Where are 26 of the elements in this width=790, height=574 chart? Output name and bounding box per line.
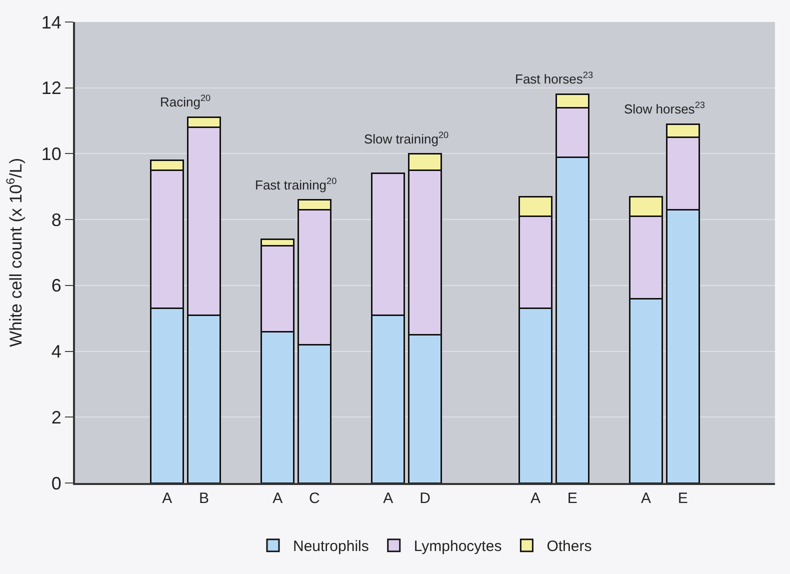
x-tick-label: B bbox=[198, 490, 209, 507]
y-tick-label: 4 bbox=[51, 342, 62, 362]
y-tick-label: 10 bbox=[41, 144, 62, 164]
x-tick-label: A bbox=[641, 490, 652, 507]
y-tick-label: 12 bbox=[41, 78, 62, 98]
x-tick-label: A bbox=[162, 490, 172, 507]
legend-label: Others bbox=[546, 538, 592, 556]
annotation: Slow training$^{20}$ bbox=[364, 130, 449, 146]
x-tick-label: A bbox=[530, 490, 541, 507]
x-tick-label: C bbox=[309, 490, 320, 507]
y-tick-label: 6 bbox=[51, 276, 62, 296]
annotation: Slow horses$^{23}$ bbox=[624, 100, 705, 116]
y-tick-label: 8 bbox=[51, 210, 62, 230]
annotation: Fast horses$^{23}$ bbox=[515, 70, 594, 86]
y-tick-label: 0 bbox=[51, 473, 62, 494]
y-tick-label: 2 bbox=[51, 407, 62, 428]
x-tick-label: E bbox=[567, 490, 578, 507]
annotation: Racing$^{20}$ bbox=[160, 93, 211, 110]
x-tick-label: D bbox=[420, 490, 431, 507]
x-tick-label: E bbox=[678, 490, 688, 507]
annotation: Fast training$^{20}$ bbox=[255, 176, 337, 192]
y-tick-label: 14 bbox=[41, 12, 62, 32]
x-tick-label: A bbox=[383, 490, 394, 507]
legend-label: Lymphocytes bbox=[414, 538, 502, 556]
legend-label: Neutrophils bbox=[293, 538, 369, 556]
x-tick-label: A bbox=[272, 490, 283, 507]
